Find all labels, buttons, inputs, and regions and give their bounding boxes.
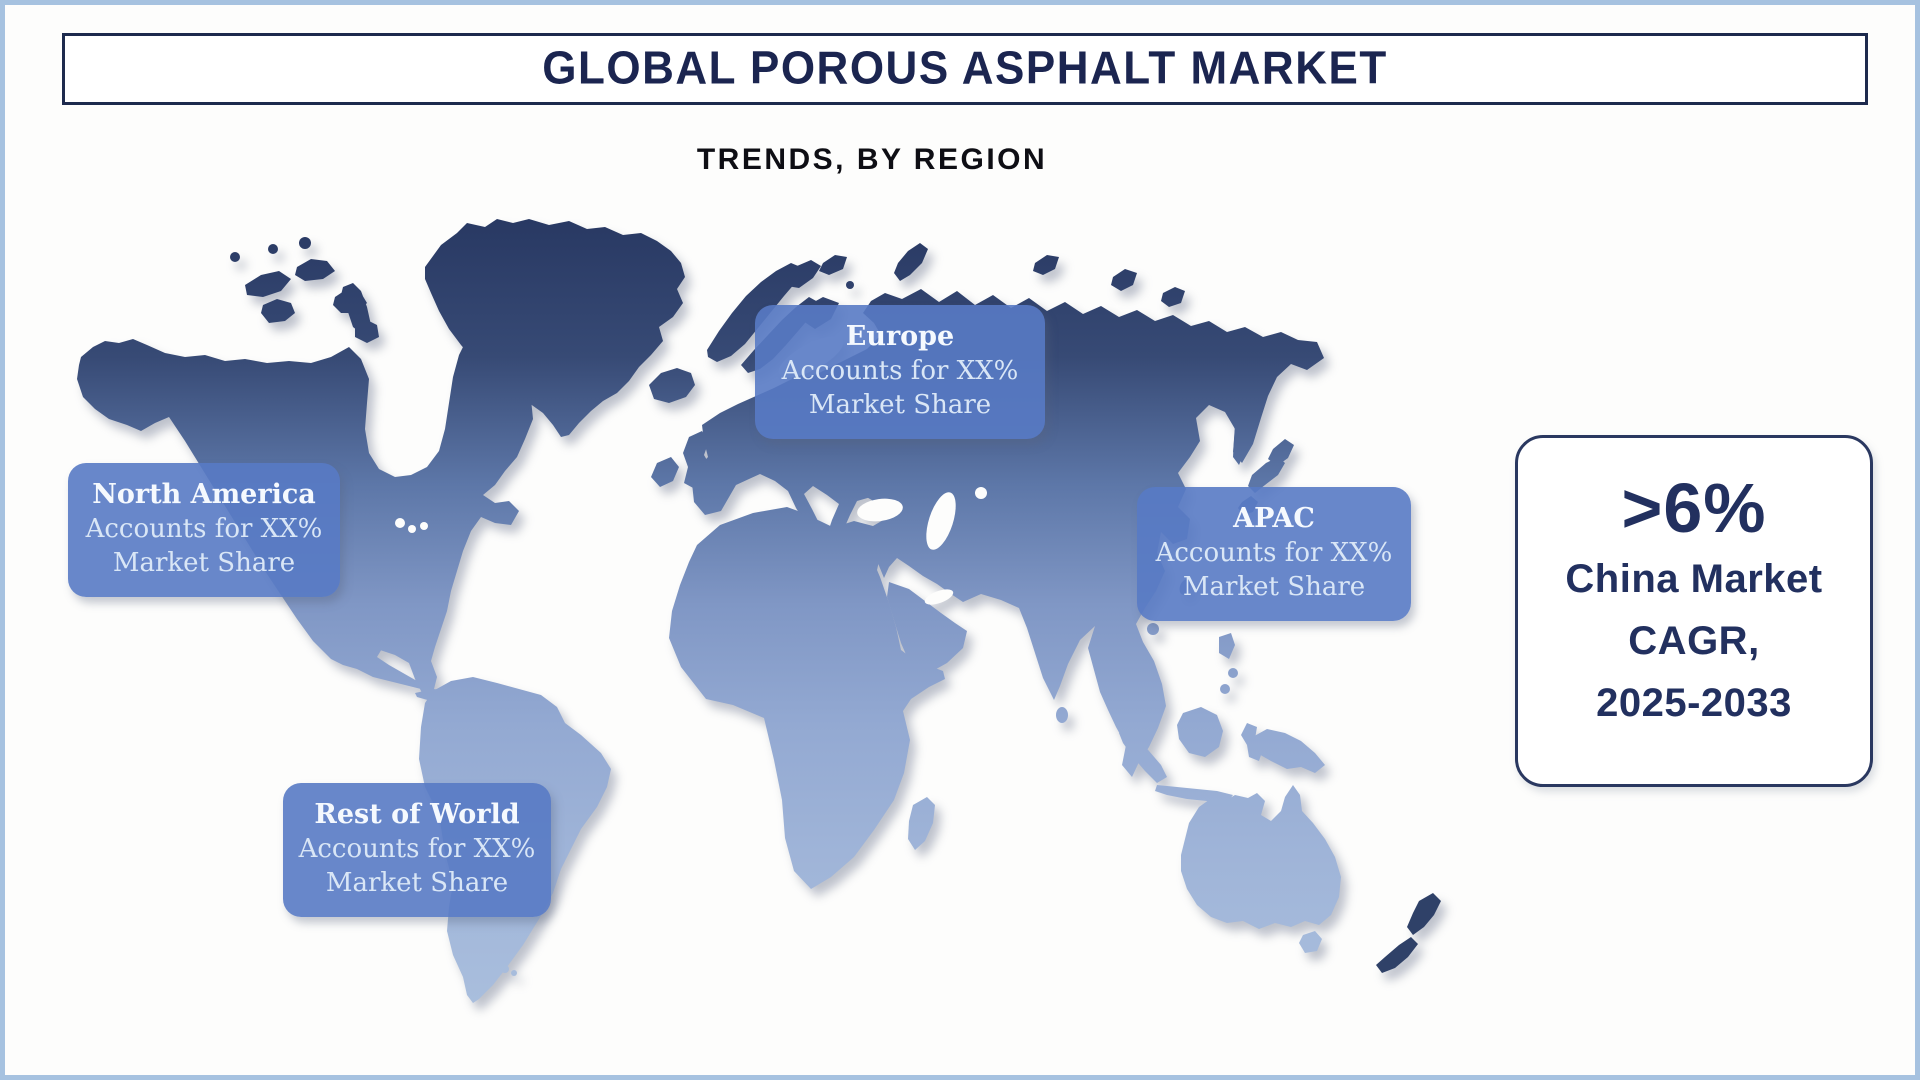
great-lakes: [420, 522, 428, 530]
arctic-islet: [268, 244, 278, 254]
region-share-line: Market Share: [325, 868, 509, 898]
philippine-islet: [1220, 684, 1230, 694]
region-share-line: Accounts for XX%: [1155, 538, 1393, 568]
japan: [1238, 439, 1294, 515]
great-lakes: [395, 518, 405, 528]
borneo: [1177, 707, 1223, 757]
scandinavia: [707, 263, 839, 373]
region-name: North America: [92, 479, 316, 510]
page-subtitle: TRENDS, BY REGION: [696, 143, 1048, 176]
persian-gulf: [924, 589, 954, 605]
continent-africa: [669, 507, 945, 889]
tasmania: [1299, 931, 1322, 953]
new-guinea: [1249, 729, 1325, 773]
cagr-value: >6%: [1621, 469, 1767, 547]
sumatra: [1119, 729, 1167, 783]
philippines: [1219, 633, 1235, 659]
cagr-line: CAGR,: [1628, 619, 1760, 663]
sakhalin: [1233, 420, 1247, 465]
hainan: [1147, 623, 1159, 635]
svalbard: [785, 255, 847, 288]
cagr-line: 2025-2033: [1596, 681, 1792, 725]
region-share-line: Accounts for XX%: [298, 834, 536, 864]
sri-lanka: [1056, 707, 1068, 723]
falkland-islet: [511, 970, 517, 976]
region-share-line: Accounts for XX%: [781, 356, 1019, 386]
region-share-line: Accounts for XX%: [85, 514, 323, 544]
region-name: APAC: [1233, 503, 1315, 534]
new-zealand: [1376, 893, 1441, 973]
arctic-islands: [245, 259, 379, 343]
falkland-islet: [501, 965, 509, 973]
caspian-sea: [926, 492, 956, 550]
arctic-islet: [299, 237, 311, 249]
region-share-line: Market Share: [808, 390, 992, 420]
region-callout-apac: APAC Accounts for XX% Market Share: [1137, 487, 1411, 621]
continent-australia: [1181, 785, 1341, 929]
philippine-islet: [1228, 668, 1238, 678]
region-share-line: Market Share: [112, 548, 296, 578]
region-name: Europe: [845, 321, 955, 352]
iceland: [649, 368, 695, 403]
united-kingdom: [683, 431, 711, 489]
region-callout-europe: Europe Accounts for XX% Market Share: [755, 305, 1045, 439]
region-name: Rest of World: [314, 799, 520, 830]
title-box: GLOBAL POROUS ASPHALT MARKET: [62, 33, 1868, 105]
russian-arctic-islands: [894, 243, 1185, 307]
arctic-islet: [230, 252, 240, 262]
arctic-islet: [846, 281, 854, 289]
greenland: [425, 219, 685, 437]
aral-sea: [975, 487, 987, 499]
great-lakes: [408, 525, 416, 533]
page-title: GLOBAL POROUS ASPHALT MARKET: [542, 42, 1388, 95]
madagascar: [908, 797, 935, 850]
cagr-line: China Market: [1565, 557, 1823, 601]
ireland: [651, 457, 679, 487]
black-sea: [857, 498, 903, 522]
region-callout-north-america: North America Accounts for XX% Market Sh…: [68, 463, 340, 597]
region-share-line: Market Share: [1182, 572, 1366, 602]
cagr-panel: >6% China Market CAGR, 2025-2033: [1515, 435, 1873, 787]
arabian-peninsula: [887, 582, 967, 673]
region-callout-rest-of-world: Rest of World Accounts for XX% Market Sh…: [283, 783, 551, 917]
